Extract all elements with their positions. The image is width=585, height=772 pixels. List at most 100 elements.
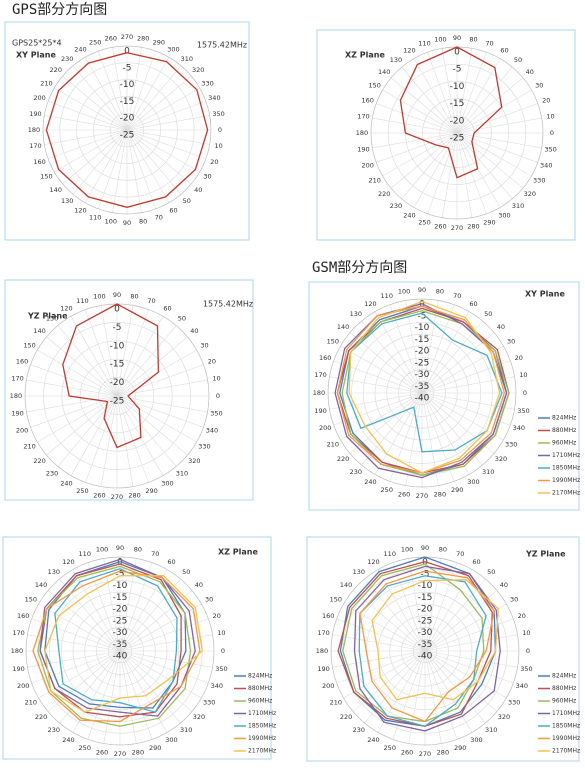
angle-label: 10 — [212, 374, 220, 382]
angle-label: 230 — [61, 55, 73, 63]
r-tick-label: -20 — [450, 116, 465, 126]
grid-ring — [93, 96, 161, 164]
legend-label: 1990MHz — [248, 735, 276, 742]
angle-label: 0 — [526, 647, 530, 655]
r-tick-label: -30 — [418, 628, 433, 638]
spoke — [126, 129, 210, 145]
angle-label: 300 — [470, 736, 482, 744]
angle-label: 120 — [60, 305, 72, 313]
grid-ring — [84, 615, 156, 687]
angle-label: 110 — [418, 40, 430, 48]
spoke — [100, 395, 118, 487]
spoke — [112, 129, 128, 213]
angle-label: 70 — [155, 213, 163, 221]
r-tick-label: -10 — [450, 82, 465, 92]
angle-label: 60 — [169, 207, 177, 215]
angle-label: 50 — [182, 568, 190, 576]
spoke — [382, 132, 458, 177]
grid-ring — [96, 627, 144, 675]
angle-label: 130 — [61, 197, 73, 205]
angle-label: 260 — [105, 34, 117, 42]
spoke — [54, 87, 128, 131]
angle-label: 200 — [322, 682, 334, 690]
angle-label: 270 — [416, 492, 428, 500]
r-tick-label: -10 — [415, 323, 430, 333]
spoke — [116, 395, 134, 487]
angle-label: 180 — [316, 647, 328, 655]
angle-label: 170 — [12, 629, 24, 637]
r-tick-label: 0 — [124, 47, 130, 57]
spoke — [456, 132, 473, 218]
spoke — [126, 47, 142, 131]
angle-label: 270 — [451, 224, 463, 232]
angle-label: 240 — [364, 478, 376, 486]
angle-label: 180 — [28, 126, 40, 134]
spoke — [456, 132, 542, 149]
spoke — [441, 132, 458, 218]
angle-label: 0 — [218, 126, 222, 134]
spoke — [116, 309, 149, 397]
r-tick-label: -15 — [450, 99, 465, 109]
r-tick-label: -35 — [418, 640, 433, 650]
angle-label: 80 — [469, 35, 477, 43]
spoke — [456, 132, 501, 208]
angle-label: 200 — [17, 682, 29, 690]
spoke — [116, 395, 204, 428]
angle-label: 10 — [519, 371, 527, 379]
angle-label: 20 — [518, 612, 526, 620]
spoke — [84, 57, 128, 131]
spoke — [30, 364, 118, 397]
spoke — [456, 103, 538, 134]
spoke — [456, 132, 524, 189]
angle-label: 340 — [513, 424, 525, 432]
angle-label: 190 — [12, 665, 24, 673]
angle-label: 340 — [540, 161, 552, 169]
angle-label: 230 — [46, 469, 58, 477]
legend-label: 880MHz — [552, 685, 576, 692]
r-tick-label: -10 — [120, 80, 135, 90]
legend-label: 960MHz — [552, 698, 576, 705]
r-tick-label: -40 — [113, 652, 128, 662]
spoke — [84, 129, 128, 203]
angle-label: 0 — [221, 647, 225, 655]
r-tick-label: -10 — [418, 581, 433, 591]
legend-label: 2170MHz — [248, 748, 276, 755]
angle-label: 210 — [25, 699, 37, 707]
spoke — [47, 100, 128, 131]
legend-label: 1850MHz — [248, 723, 276, 730]
series-line — [399, 46, 503, 179]
spoke — [37, 349, 118, 397]
series-line — [39, 558, 196, 717]
spoke — [57, 395, 118, 467]
angle-label: 120 — [403, 47, 415, 55]
angle-label: 200 — [362, 161, 374, 169]
r-tick-label: -20 — [120, 114, 135, 124]
legend-label: 880MHz — [552, 427, 576, 434]
spoke — [441, 48, 458, 134]
angle-label: 110 — [79, 550, 91, 558]
spoke — [456, 77, 524, 134]
grid-ring — [398, 369, 446, 417]
angle-label: 100 — [93, 293, 105, 301]
angle-label: 120 — [74, 207, 86, 215]
angle-label: 130 — [350, 310, 362, 318]
angle-label: 210 — [327, 441, 339, 449]
r-tick-label: -15 — [113, 593, 128, 603]
angle-label: 320 — [524, 190, 536, 198]
spoke — [116, 395, 177, 467]
spoke — [70, 395, 118, 476]
chart-title: GPS25*25*4 — [12, 39, 62, 48]
angle-label: 50 — [178, 315, 186, 323]
spoke — [44, 115, 128, 131]
angle-label: 140 — [340, 581, 352, 589]
angle-label: 30 — [203, 173, 211, 181]
angle-label: 110 — [381, 292, 393, 300]
r-tick-label: -25 — [415, 358, 430, 368]
r-tick-label: -10 — [110, 341, 125, 351]
grid-ring — [42, 45, 212, 215]
angle-label: 30 — [200, 342, 208, 350]
angle-label: 310 — [512, 202, 524, 210]
angle-label: 320 — [193, 713, 205, 721]
plane-label: XY Plane — [525, 290, 565, 299]
angle-label: 270 — [419, 750, 431, 758]
